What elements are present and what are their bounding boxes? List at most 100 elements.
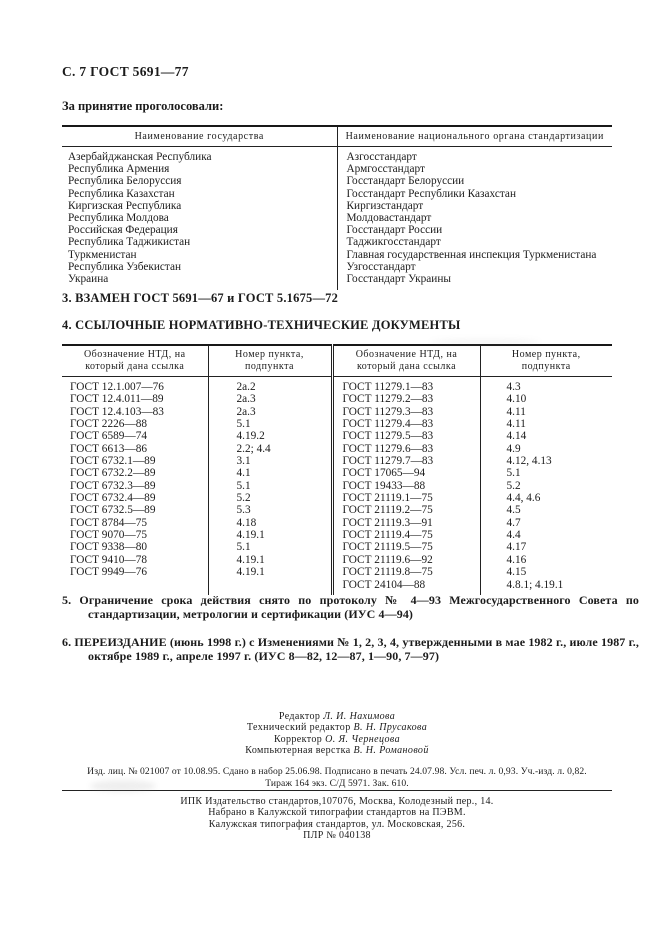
vote-table: Наименование государства Наименование на… xyxy=(62,125,612,291)
scan-artifact xyxy=(430,339,540,345)
ref-ntd-cell: ГОСТ 21119.6—92 xyxy=(332,553,481,567)
ref-ntd-cell: ГОСТ 11279.4—83 xyxy=(332,418,481,431)
publisher-line-1: ИПК Издательство стандартов,107076, Моск… xyxy=(180,796,494,807)
credit-name: В. Н. Романовой xyxy=(353,745,429,757)
country-cell: Украина xyxy=(62,273,338,291)
ref-clause-cell: 4.19.1 xyxy=(208,566,334,579)
agency-cell: Госстандарт Республики Казахстан xyxy=(346,187,517,200)
ref-ntd-cell: ГОСТ 21119.1—75 xyxy=(332,492,481,505)
publisher-block: ИПК Издательство стандартов,107076, Моск… xyxy=(62,796,612,842)
ref-ntd-cell: ГОСТ 11279.5—83 xyxy=(332,430,481,443)
agency-cell: Узгосстандарт xyxy=(346,260,416,273)
ref-table-row: ГОСТ 9410—78 4.19.1 ГОСТ 21119.6—92 4.16 xyxy=(62,553,612,567)
ref-clause-cell: 3.1 xyxy=(208,455,334,468)
ref-clause-cell: 2а.3 xyxy=(208,393,334,406)
vote-table-row: Азербайджанская Республика Азгосстандарт xyxy=(62,146,612,164)
ref-clause-cell: 4.17 xyxy=(506,541,527,554)
ref-ntd-cell: ГОСТ 21119.2—75 xyxy=(332,504,481,517)
agency-cell: Главная государственная инспекция Туркме… xyxy=(346,248,597,261)
publisher-line-3: Калужская типография стандартов, ул. Мос… xyxy=(208,818,466,830)
credit-name: В. Н. Прусакова xyxy=(353,722,428,734)
ref-clause-cell: 4.11 xyxy=(506,405,526,418)
ref-clause-cell: 5.1 xyxy=(208,479,334,493)
imprint-block: Изд. лиц. № 021007 от 10.08.95. Сдано в … xyxy=(62,766,612,789)
vote-table-body: Азербайджанская Республика Азгосстандарт Р… xyxy=(62,146,612,291)
credits-block: Редактор Л. И. Нахимова Технический редак… xyxy=(62,711,612,757)
vote-table-row: Республика Казахстан Госстандарт Республи… xyxy=(62,187,612,200)
ref-ntd-cell: ГОСТ 21119.8—75 xyxy=(332,566,481,579)
country-cell: Республика Узбекистан xyxy=(62,260,338,274)
ref-ntd-cell: ГОСТ 6589—74 xyxy=(62,430,209,443)
ref-table-row: ГОСТ 6732.2—89 4.1 ГОСТ 17065—94 5.1 xyxy=(62,467,612,480)
ref-ntd-cell: ГОСТ 12.4.011—89 xyxy=(62,393,209,406)
publisher-line-2: Набрано в Калужской типографии стандарто… xyxy=(208,807,466,819)
ref-table-row: ГОСТ 9070—75 4.19.1 ГОСТ 21119.4—75 4.4 xyxy=(62,529,612,542)
ref-table-row: ГОСТ 6613—86 2.2; 4.4 ГОСТ 11279.6—83 4.9 xyxy=(62,442,612,456)
ref-ntd-cell: ГОСТ 11279.3—83 xyxy=(332,405,481,419)
ref-clause-cell: 4.9 xyxy=(506,442,521,455)
agency-cell: Таджикгосстандарт xyxy=(346,236,441,249)
country-cell: Туркменистан xyxy=(62,248,338,261)
ref-clause-cell: 4.18 xyxy=(208,516,334,530)
ref-ntd-cell: ГОСТ 9949—76 xyxy=(62,566,209,579)
vote-table-header-country: Наименование государства xyxy=(62,126,338,147)
ref-clause-cell: 5.1 xyxy=(506,467,521,480)
ref-table-row: ГОСТ 12.4.011—89 2а.3 ГОСТ 11279.2—83 4.10 xyxy=(62,393,612,406)
vote-table-row: Республика Таджикистан Таджикгосстандарт xyxy=(62,236,612,249)
ref-clause-cell: 5.1 xyxy=(208,541,334,554)
ref-table-header-clause-right: Номер пункта, подпункта xyxy=(480,345,612,377)
ref-ntd-cell: ГОСТ 17065—94 xyxy=(332,467,481,480)
credit-role: Технический редактор xyxy=(246,722,354,734)
country-cell: Азербайджанская Республика xyxy=(62,146,338,164)
credit-name: О. Я. Чернецова xyxy=(325,733,400,745)
agency-cell: Госстандарт России xyxy=(346,224,443,237)
ref-table-header-ntd-right: Обозначение НТД, на который дана ссылка xyxy=(332,345,481,377)
ref-clause-cell: 5.2 xyxy=(506,479,521,492)
ref-clause-cell: 4.5 xyxy=(506,504,521,517)
ref-table-row: ГОСТ 6732.4—89 5.2 ГОСТ 21119.1—75 4.4, 4.6 xyxy=(62,492,612,505)
vote-table-header-row: Наименование государства Наименование на… xyxy=(62,126,612,147)
credit-line: Компьютерная верстка В. Н. Романовой xyxy=(62,745,612,756)
ref-table-row: ГОСТ 9338—80 5.1 ГОСТ 21119.5—75 4.17 xyxy=(62,541,612,554)
agency-cell: Киргизстандарт xyxy=(346,199,424,212)
ref-table-row: ГОСТ 6732.5—89 5.3 ГОСТ 21119.2—75 4.5 xyxy=(62,504,612,517)
ref-ntd-cell: ГОСТ 21119.3—91 xyxy=(332,516,481,530)
scan-artifact xyxy=(556,129,604,137)
ref-ntd-cell: ГОСТ 11279.6—83 xyxy=(332,442,481,456)
vote-table-row: Туркменистан Главная государственная инсп… xyxy=(62,248,612,261)
ref-ntd-cell: ГОСТ 11279.1—83 xyxy=(332,376,481,394)
agency-cell: Азгосстандарт xyxy=(346,151,417,163)
section-3-heading: 3. ВЗАМЕН ГОСТ 5691—67 и ГОСТ 5.1675—72 xyxy=(62,291,339,305)
vote-table-header-agency: Наименование национального органа станда… xyxy=(337,126,612,147)
credit-line: Редактор Л. И. Нахимова xyxy=(62,711,612,722)
ref-ntd-cell: ГОСТ 6732.1—89 xyxy=(62,455,209,468)
ref-table-row: ГОСТ 9949—76 4.19.1 ГОСТ 21119.8—75 4.15 xyxy=(62,566,612,579)
ref-ntd-cell: ГОСТ 6613—86 xyxy=(62,442,209,456)
credit-role: Редактор xyxy=(278,711,324,722)
vote-table-row: Республика Молдова Молдовастандарт xyxy=(62,212,612,225)
credit-line: Корректор О. Я. Чернецова xyxy=(62,734,612,745)
ref-ntd-cell: ГОСТ 9338—80 xyxy=(62,541,209,554)
ref-table-row: ГОСТ 12.1.007—76 2а.2 ГОСТ 11279.1—83 4.3 xyxy=(62,376,612,394)
ref-ntd-cell: ГОСТ 2226—88 xyxy=(62,418,209,431)
country-cell: Киргизская Республика xyxy=(62,199,338,213)
ref-clause-cell: 5.3 xyxy=(208,504,334,517)
ref-ntd-cell: ГОСТ 21119.4—75 xyxy=(332,529,481,542)
ref-ntd-cell: ГОСТ 12.1.007—76 xyxy=(62,376,209,394)
ref-ntd-cell: ГОСТ 11279.2—83 xyxy=(332,393,481,406)
ref-clause-cell: 5.2 xyxy=(208,492,334,505)
vote-table-row: Украина Госстандарт Украины xyxy=(62,273,612,291)
ref-table-row: ГОСТ 12.4.103—83 2а.3 ГОСТ 11279.3—83 4.11 xyxy=(62,405,612,419)
ref-table-row: ГОСТ 8784—75 4.18 ГОСТ 21119.3—91 4.7 xyxy=(62,516,612,530)
vote-table-row: Республика Белоруссия Госстандарт Белорус… xyxy=(62,175,612,188)
vote-table-row: Республика Узбекистан Узгосстандарт xyxy=(62,260,612,274)
country-cell: Российская Федерация xyxy=(62,224,338,237)
ref-clause-cell: 4.4, 4.6 xyxy=(506,492,541,505)
ref-ntd-cell: ГОСТ 6732.3—89 xyxy=(62,479,209,493)
ref-clause-cell: 2а.2 xyxy=(208,376,334,394)
ref-ntd-cell xyxy=(62,578,209,595)
ref-clause-cell: 4.4 xyxy=(506,529,521,542)
imprint-line-2: Тираж 164 экз. С/Д 5971. Зак. 610. xyxy=(265,777,409,789)
ref-clause-cell: 4.1 xyxy=(208,467,334,480)
ref-clause-cell: 5.1 xyxy=(208,418,334,431)
